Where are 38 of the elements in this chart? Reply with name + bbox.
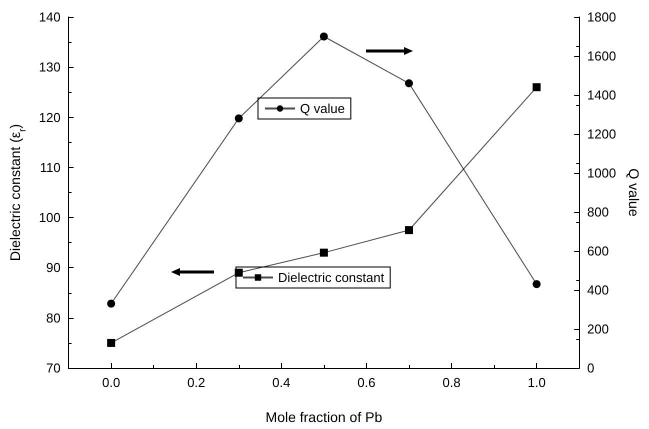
- y2-tick-label: 1800: [587, 10, 616, 24]
- y-axis-title: Dielectric constant (εr): [7, 124, 28, 262]
- x-tick-label: 0.0: [102, 375, 120, 390]
- y2-tick-label: 1000: [587, 166, 616, 180]
- y2-tick-label: 600: [587, 244, 609, 258]
- y-tick-label: 130: [38, 60, 61, 75]
- y2-tick-label: 0: [587, 360, 594, 376]
- point: [234, 114, 243, 122]
- x-tick-label: 0.8: [442, 375, 461, 390]
- point: [532, 83, 541, 92]
- x-tick-label: 1.0: [528, 375, 546, 390]
- y2-tick-label: 1200: [587, 126, 616, 142]
- legend-label: Q value: [300, 101, 345, 116]
- point: [320, 248, 328, 257]
- y2-tick-label: 400: [587, 282, 609, 298]
- x-tick-label: 0.4: [272, 375, 290, 390]
- y-tick-label: 90: [46, 260, 61, 276]
- y-tick-label: 100: [38, 210, 61, 226]
- y2-tick-label: 1600: [587, 48, 616, 64]
- y2-tick-label: 200: [587, 322, 609, 336]
- y-tick-label: 140: [38, 10, 61, 24]
- y-tick-label: 120: [38, 110, 61, 125]
- point: [404, 79, 413, 88]
- y2-tick-label: 800: [587, 204, 609, 220]
- point: [532, 280, 541, 288]
- y2-tick-label: 1400: [587, 88, 616, 102]
- point: [320, 32, 328, 40]
- legend-label: Dielectric constant: [278, 270, 385, 285]
- point: [107, 300, 116, 308]
- y-tick-label: 80: [46, 310, 61, 326]
- y-tick-label: 110: [40, 160, 61, 175]
- point: [107, 338, 116, 347]
- x-tick-label: 0.6: [357, 375, 376, 390]
- point: [404, 226, 413, 234]
- y-tick-label: 70: [46, 360, 61, 376]
- x-tick-label: 0.2: [187, 375, 206, 390]
- x-axis-title: Mole fraction of Pb: [266, 409, 382, 425]
- y2-axis-title: Q value: [626, 168, 642, 217]
